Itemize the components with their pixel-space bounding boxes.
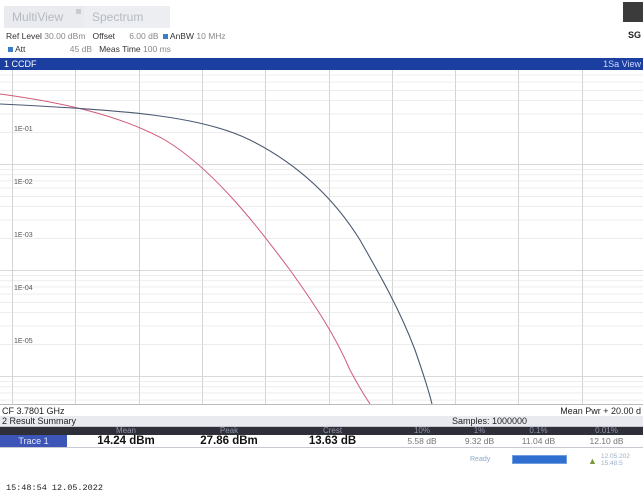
ref-level-label: Ref Level bbox=[6, 31, 42, 41]
y-tick-label: 1E-04 bbox=[14, 285, 33, 292]
sg-label: SG bbox=[627, 30, 641, 40]
column-header bbox=[0, 427, 67, 435]
clock-date: 12.05.202 bbox=[601, 453, 630, 460]
mean-value: 14.24 dBm bbox=[67, 435, 185, 448]
trace-1-curve bbox=[0, 103, 433, 404]
column-header-0-1pct: 0.1% bbox=[507, 427, 570, 435]
status-icon: ▲ bbox=[588, 456, 597, 466]
crest-value: 13.63 dB bbox=[273, 435, 392, 448]
meas-time-label: Meas Time bbox=[99, 44, 141, 54]
screenshot-timestamp: 15:48:54 12.05.2022 bbox=[6, 483, 103, 493]
column-header-10pct: 10% bbox=[392, 427, 452, 435]
y-tick-label: 1E-03 bbox=[14, 232, 33, 239]
rbw-value[interactable]: 10 MHz bbox=[196, 31, 226, 41]
meas-time-value[interactable]: 100 ms bbox=[143, 44, 171, 54]
square-marker-icon bbox=[162, 33, 168, 39]
result-summary-title: 2 Result Summary bbox=[2, 416, 77, 426]
att-value[interactable]: 45 dB bbox=[69, 44, 92, 54]
column-header-peak: Peak bbox=[185, 427, 273, 435]
status-bar: Ready ▲ 12.05.202 15:48:5 bbox=[0, 452, 643, 468]
y-tick-label: 1E-05 bbox=[14, 338, 33, 345]
square-marker-icon bbox=[8, 46, 13, 52]
measurement-progress-bar bbox=[512, 455, 567, 464]
p001-value: 12.10 dB bbox=[570, 435, 643, 448]
y-tick-label: 1E-02 bbox=[14, 179, 33, 186]
center-frequency-bar: CF 3.7801 GHz Mean Pwr + 20.00 d bbox=[0, 404, 643, 416]
table-row[interactable]: Trace 1 14.24 dBm 27.86 dBm 13.63 dB 5.5… bbox=[0, 435, 643, 448]
result-table: Mean Peak Crest 10% 1% 0.1% 0.01% Trace … bbox=[0, 427, 643, 448]
measurement-settings: Ref Level 30.00 dBm Offset 6.00 dB AnBW … bbox=[0, 28, 643, 58]
window-view-label: 1Sa View bbox=[603, 59, 641, 69]
ready-status: Ready bbox=[470, 456, 491, 463]
ref-level-value[interactable]: 30.00 dBm bbox=[44, 31, 86, 41]
y-tick-label: 1E-01 bbox=[14, 126, 33, 133]
ccdf-window-title[interactable]: 1 CCDF 1Sa View bbox=[0, 58, 643, 70]
tab-separator-icon bbox=[76, 9, 81, 14]
column-header-mean: Mean bbox=[67, 427, 185, 435]
tab-spectrum[interactable]: Spectrum bbox=[84, 6, 170, 28]
settings-row-2: Att 45 dB Meas Time 100 ms bbox=[6, 43, 171, 55]
p01-value: 11.04 dB bbox=[507, 435, 570, 448]
center-frequency: CF 3.7801 GHz bbox=[2, 406, 65, 416]
plot-grid bbox=[0, 70, 643, 404]
result-summary: 2 Result Summary Samples: 1000000 Mean P… bbox=[0, 416, 643, 452]
window-title-label: 1 CCDF bbox=[4, 59, 37, 69]
clock-time: 15:48:5 bbox=[601, 460, 623, 467]
gaussian-reference-curve bbox=[0, 93, 371, 404]
samples-count: Samples: 1000000 bbox=[452, 416, 528, 426]
offset-label: Offset bbox=[92, 31, 116, 41]
mean-power-offset: Mean Pwr + 20.00 d bbox=[560, 406, 641, 416]
offset-value[interactable]: 6.00 dB bbox=[129, 31, 159, 41]
p10-value: 5.58 dB bbox=[392, 435, 452, 448]
result-summary-header[interactable]: 2 Result Summary Samples: 1000000 bbox=[0, 416, 643, 427]
tab-bar: MultiView Spectrum bbox=[0, 0, 643, 28]
result-table-header-row: Mean Peak Crest 10% 1% 0.1% 0.01% bbox=[0, 427, 643, 435]
column-header-crest: Crest bbox=[273, 427, 392, 435]
column-header-0-01pct: 0.01% bbox=[570, 427, 643, 435]
rbw-label: AnBW bbox=[169, 31, 194, 41]
p1-value: 9.32 dB bbox=[452, 435, 507, 448]
column-header-1pct: 1% bbox=[452, 427, 507, 435]
status-clock: 12.05.202 15:48:5 bbox=[601, 453, 630, 467]
att-label: Att bbox=[15, 44, 26, 54]
tab-multiview[interactable]: MultiView bbox=[4, 6, 84, 28]
ccdf-graph: 1E-01 1E-02 1E-03 1E-04 1E-05 bbox=[0, 70, 643, 404]
peak-value: 27.86 dBm bbox=[185, 435, 273, 448]
settings-row-1: Ref Level 30.00 dBm Offset 6.00 dB AnBW … bbox=[6, 30, 226, 42]
sg-indicator[interactable] bbox=[623, 2, 643, 22]
y-tick-labels: 1E-01 1E-02 1E-03 1E-04 1E-05 bbox=[14, 126, 33, 345]
trace-label[interactable]: Trace 1 bbox=[0, 435, 67, 448]
ccdf-plot[interactable]: 1E-01 1E-02 1E-03 1E-04 1E-05 bbox=[0, 70, 643, 404]
